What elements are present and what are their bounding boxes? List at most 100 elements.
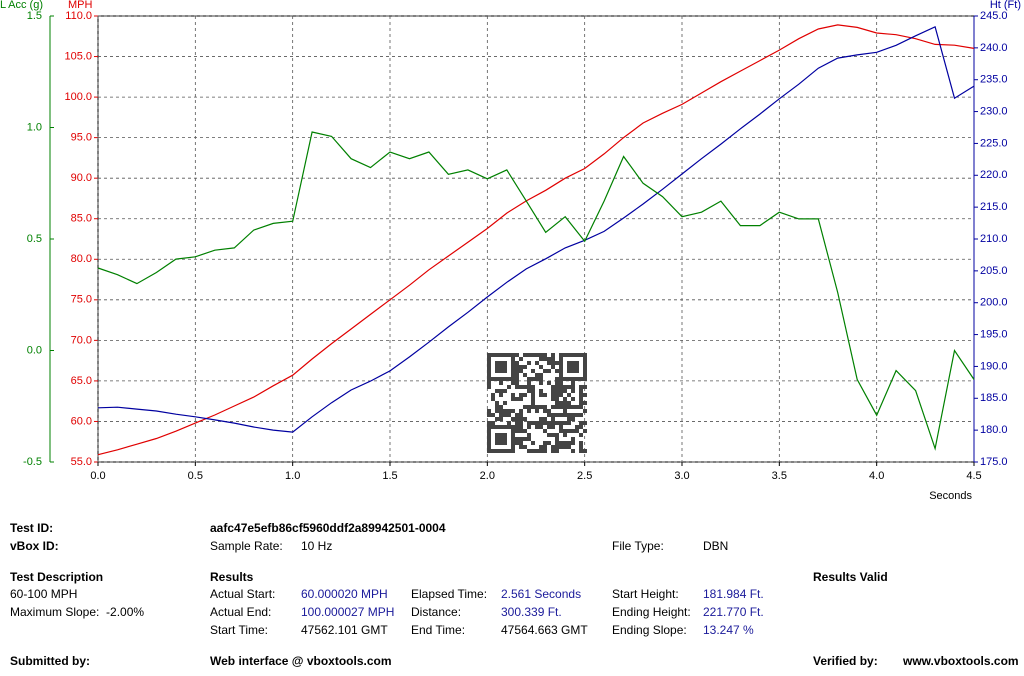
qr-cell bbox=[487, 449, 491, 453]
qr-cell bbox=[559, 369, 563, 373]
qr-cell bbox=[515, 441, 519, 445]
qr-cell bbox=[515, 429, 519, 433]
qr-cell bbox=[551, 425, 555, 429]
qr-cell bbox=[495, 365, 499, 369]
qr-cell bbox=[519, 397, 523, 401]
qr-cell bbox=[547, 369, 551, 373]
qr-cell bbox=[563, 433, 567, 437]
info-value: 47562.101 GMT bbox=[301, 623, 388, 637]
qr-cell bbox=[503, 361, 507, 365]
y-tick-label: 70.0 bbox=[71, 334, 92, 346]
qr-cell bbox=[571, 353, 575, 357]
qr-cell bbox=[563, 377, 567, 381]
qr-cell bbox=[495, 401, 499, 405]
qr-cell bbox=[503, 441, 507, 445]
qr-cell bbox=[515, 385, 519, 389]
qr-cell bbox=[563, 429, 567, 433]
qr-cell bbox=[555, 389, 559, 393]
qr-cell bbox=[563, 397, 567, 401]
qr-cell bbox=[543, 369, 547, 373]
qr-cell bbox=[523, 385, 527, 389]
qr-cell bbox=[523, 365, 527, 369]
info-label: Results bbox=[210, 570, 254, 584]
info-label: File Type: bbox=[612, 539, 664, 553]
qr-cell bbox=[567, 377, 571, 381]
info-value: 47564.663 GMT bbox=[501, 623, 588, 637]
qr-cell bbox=[551, 421, 555, 425]
qr-cell bbox=[519, 409, 523, 413]
qr-cell bbox=[567, 393, 571, 397]
y-tick-label: 65.0 bbox=[71, 375, 92, 387]
qr-cell bbox=[511, 445, 515, 449]
info-label: Results Valid bbox=[813, 570, 888, 584]
info-value: 10 Hz bbox=[301, 539, 333, 553]
qr-cell bbox=[495, 437, 499, 441]
qr-cell bbox=[539, 377, 543, 381]
qr-cell bbox=[547, 421, 551, 425]
qr-cell bbox=[559, 429, 563, 433]
qr-cell bbox=[583, 365, 587, 369]
qr-cell bbox=[487, 433, 491, 437]
qr-cell bbox=[515, 425, 519, 429]
qr-cell bbox=[519, 437, 523, 441]
y2-tick-label: 205.0 bbox=[980, 265, 1008, 277]
qr-cell bbox=[511, 353, 515, 357]
info-label: Ending Slope: bbox=[612, 623, 687, 637]
qr-cell bbox=[555, 421, 559, 425]
qr-cell bbox=[559, 389, 563, 393]
qr-cell bbox=[487, 369, 491, 373]
qr-cell bbox=[495, 449, 499, 453]
qr-cell bbox=[579, 401, 583, 405]
info-label: Verified by: bbox=[813, 654, 878, 668]
qr-cell bbox=[523, 445, 527, 449]
qr-cell bbox=[535, 377, 539, 381]
qr-cell bbox=[543, 449, 547, 453]
qr-cell bbox=[559, 413, 563, 417]
qr-cell bbox=[559, 385, 563, 389]
qr-cell bbox=[579, 449, 583, 453]
y-tick-label: 85.0 bbox=[71, 213, 92, 225]
qr-cell bbox=[551, 449, 555, 453]
qr-cell bbox=[563, 409, 567, 413]
qr-cell bbox=[511, 373, 515, 377]
x-tick-label: 1.0 bbox=[285, 470, 300, 482]
qr-cell bbox=[487, 421, 491, 425]
qr-cell bbox=[571, 361, 575, 365]
info-value: 60.000020 MPH bbox=[301, 587, 388, 601]
qr-cell bbox=[547, 409, 551, 413]
info-label: Maximum Slope: -2.00% bbox=[10, 605, 145, 619]
y2-tick-label: 230.0 bbox=[980, 105, 1008, 117]
qr-cell bbox=[531, 353, 535, 357]
y-tick-label: 80.0 bbox=[71, 253, 92, 265]
x-tick-label: 4.5 bbox=[966, 470, 981, 482]
info-label: Actual Start: bbox=[210, 587, 276, 601]
qr-cell bbox=[539, 445, 543, 449]
qr-cell bbox=[519, 365, 523, 369]
info-label: vBox ID: bbox=[10, 539, 59, 553]
qr-cell bbox=[511, 365, 515, 369]
info-value: 13.247 % bbox=[703, 623, 754, 637]
qr-cell bbox=[499, 449, 503, 453]
qr-cell bbox=[555, 433, 559, 437]
qr-cell bbox=[499, 389, 503, 393]
qr-cell bbox=[503, 425, 507, 429]
qr-cell bbox=[511, 369, 515, 373]
qr-cell bbox=[495, 441, 499, 445]
qr-cell bbox=[551, 397, 555, 401]
y2-tick-label: 200.0 bbox=[980, 297, 1008, 309]
qr-cell bbox=[555, 449, 559, 453]
qr-cell bbox=[571, 369, 575, 373]
qr-cell bbox=[519, 441, 523, 445]
qr-cell bbox=[539, 381, 543, 385]
qr-cell bbox=[519, 429, 523, 433]
y2-tick-label: 210.0 bbox=[980, 233, 1008, 245]
qr-cell bbox=[563, 413, 567, 417]
x-tick-label: 3.5 bbox=[772, 470, 787, 482]
qr-cell bbox=[503, 365, 507, 369]
qr-cell bbox=[539, 389, 543, 393]
chart: 55.0 60.0 65.0 70.0 75.0 80.0 85.0 90.0 95.0 100.… bbox=[0, 0, 1021, 502]
qr-cell bbox=[487, 361, 491, 365]
qr-cell bbox=[503, 449, 507, 453]
qr-cell bbox=[519, 425, 523, 429]
info-value: 2.561 Seconds bbox=[501, 587, 582, 601]
